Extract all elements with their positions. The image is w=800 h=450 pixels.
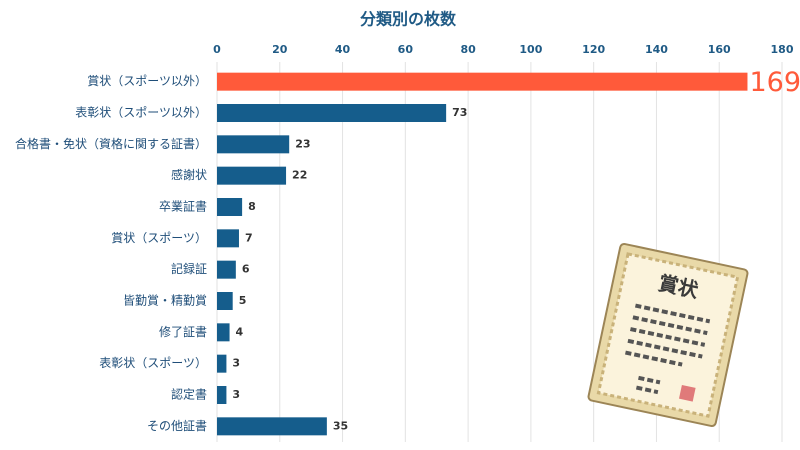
bar xyxy=(217,198,243,216)
value-label: 73 xyxy=(452,106,467,119)
y-tick-label: 表彰状（スポーツ以外） xyxy=(75,105,207,120)
x-tick-label: 140 xyxy=(645,43,668,56)
x-tick-label: 40 xyxy=(335,43,351,56)
x-tick-label: 60 xyxy=(398,43,414,56)
value-label: 169 xyxy=(749,67,800,98)
y-tick-label: その他証書 xyxy=(147,419,207,433)
value-label: 4 xyxy=(236,325,244,338)
value-label: 7 xyxy=(245,231,253,244)
x-tick-label: 100 xyxy=(519,43,542,56)
y-tick-label: 感謝状 xyxy=(171,167,207,182)
value-label: 8 xyxy=(248,200,256,213)
x-tick-label: 0 xyxy=(213,43,221,56)
x-tick-label: 180 xyxy=(771,43,794,56)
y-tick-label: 卒業証書 xyxy=(159,200,207,214)
x-tick-label: 120 xyxy=(582,43,605,56)
y-tick-label: 認定書 xyxy=(171,387,207,402)
chart-title: 分類別の枚数 xyxy=(360,10,457,29)
value-label: 3 xyxy=(232,388,240,401)
value-label: 6 xyxy=(242,263,250,276)
value-label: 23 xyxy=(295,137,310,150)
certificate-illustration: 賞状 xyxy=(587,242,749,428)
bar xyxy=(217,135,290,154)
bar xyxy=(217,72,748,91)
y-tick-label: 賞状（スポーツ以外） xyxy=(87,74,207,88)
value-label: 22 xyxy=(292,169,307,182)
bar xyxy=(217,104,447,122)
y-tick-label: 賞状（スポーツ） xyxy=(111,231,207,245)
y-tick-label: 表彰状（スポーツ） xyxy=(99,355,207,370)
y-tick-label: 皆勤賞・精勤賞 xyxy=(123,294,207,308)
x-tick-label: 80 xyxy=(460,43,476,56)
bar xyxy=(217,229,239,248)
value-label: 5 xyxy=(239,294,247,307)
y-tick-label: 修了証書 xyxy=(159,324,207,339)
x-tick-label: 160 xyxy=(708,43,731,56)
value-label: 3 xyxy=(232,357,240,370)
y-tick-label: 記録証 xyxy=(171,261,207,276)
bar xyxy=(217,386,227,404)
x-tick-label: 20 xyxy=(272,43,288,56)
bar xyxy=(217,166,287,185)
bar xyxy=(217,354,227,373)
bar xyxy=(217,417,327,436)
bar xyxy=(217,292,233,310)
value-label: 35 xyxy=(333,419,348,432)
bar xyxy=(217,323,230,342)
bar xyxy=(217,260,236,279)
y-tick-label: 合格書・免状（資格に関する証書） xyxy=(15,136,207,151)
